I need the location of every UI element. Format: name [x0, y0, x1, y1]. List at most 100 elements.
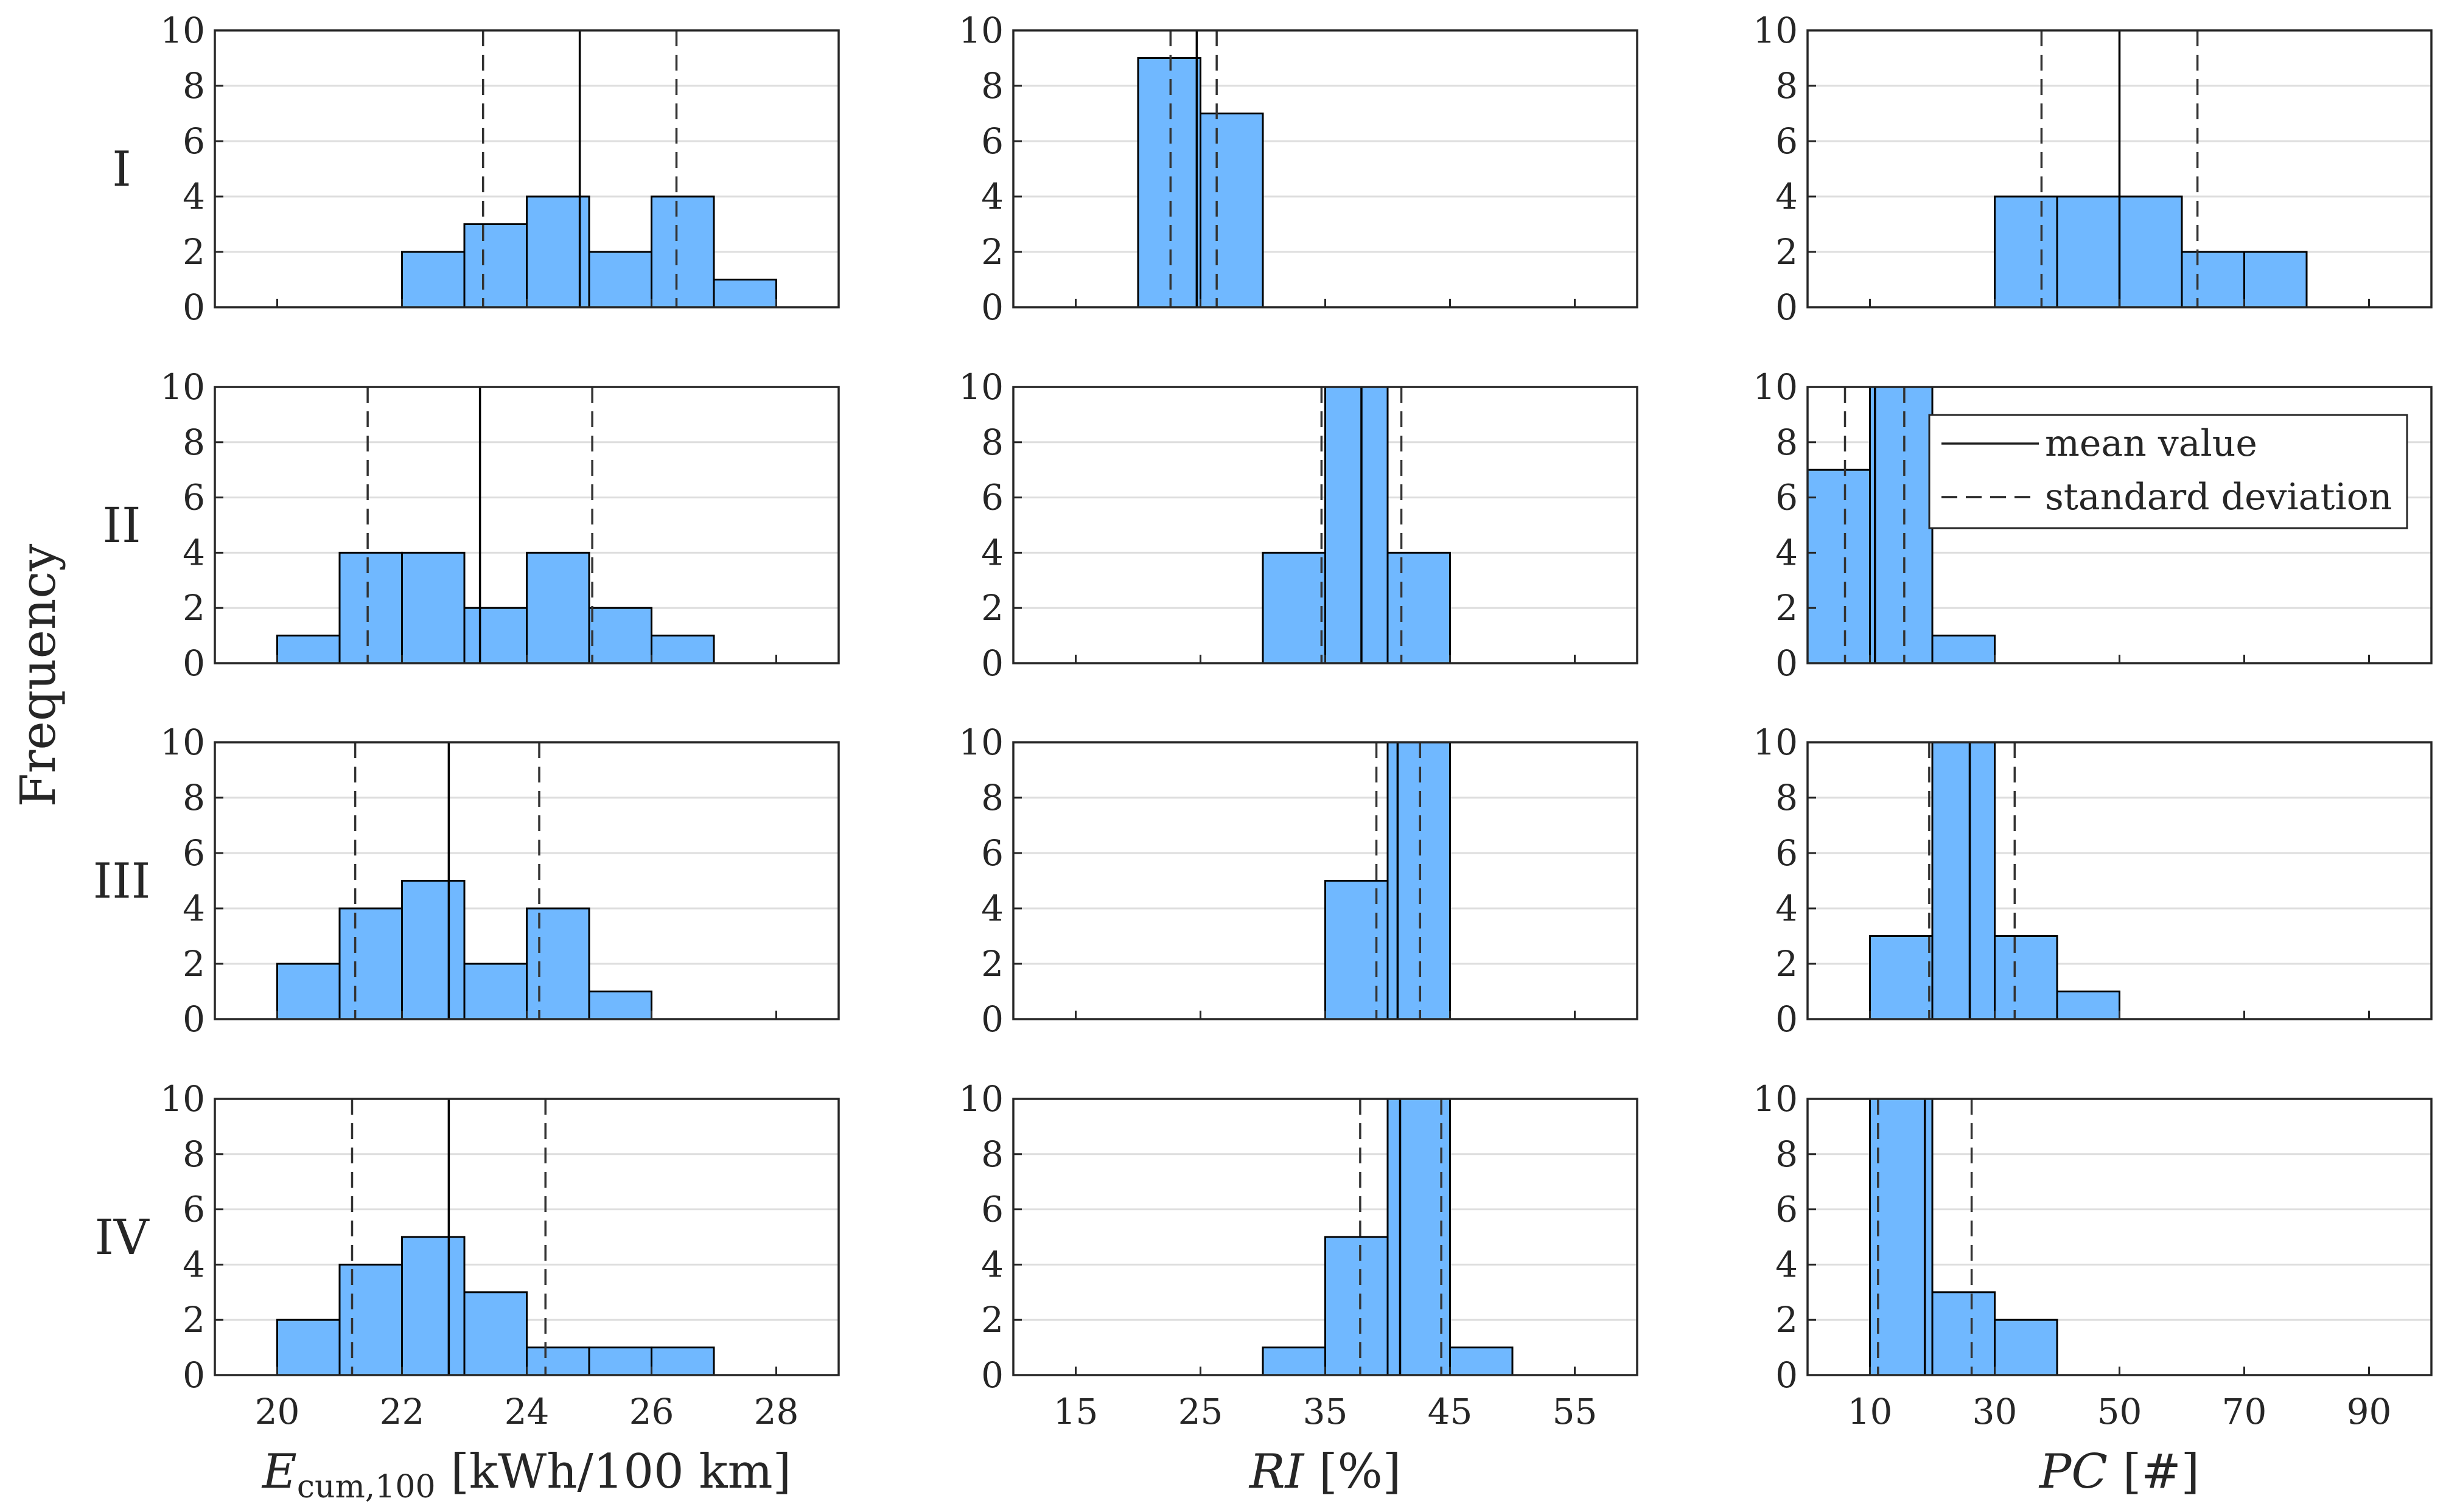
row-label: IV — [94, 1209, 150, 1266]
bar — [1869, 386, 1934, 664]
x-tick-label: 26 — [629, 1391, 674, 1432]
bar — [1449, 1347, 1514, 1376]
panel-III-2: 0 2 4 6 8 10 — [959, 722, 1638, 1040]
y-tick-label: 10 — [1753, 722, 1798, 763]
bar — [1386, 551, 1451, 664]
y-tick-label: 2 — [981, 587, 1004, 629]
y-tick-label: 8 — [981, 65, 1004, 106]
y-tick-label: 6 — [1775, 832, 1798, 874]
bar — [1931, 1291, 1996, 1376]
row-label: II — [102, 497, 141, 554]
panel-IV-3: 0 2 4 6 8 10 10 30 50 70 90 — [1753, 1078, 2433, 1432]
bar — [1324, 1236, 1389, 1376]
panel-II-2: 0 2 4 6 8 10 — [959, 366, 1638, 684]
y-tick-label: 8 — [981, 422, 1004, 463]
x-tick-label: 70 — [2222, 1391, 2267, 1432]
bar — [276, 635, 341, 664]
x-tick-label: 24 — [505, 1391, 550, 1432]
y-tick-label: 8 — [183, 65, 205, 106]
bar — [1262, 1347, 1326, 1376]
y-tick-label: 8 — [183, 777, 205, 818]
y-tick-label: 10 — [959, 722, 1004, 763]
y-tick-label: 8 — [183, 1134, 205, 1175]
panel-I-1: 0 2 4 6 8 10 I — [112, 10, 840, 328]
x-axis-label-sub: cum,100 — [297, 1469, 436, 1505]
bar — [1324, 880, 1389, 1020]
x-tick-label: 45 — [1428, 1391, 1473, 1432]
row-label: III — [93, 853, 151, 910]
y-tick-label: 6 — [183, 120, 205, 162]
x-axis-label-main: RI — [1248, 1444, 1305, 1499]
x-tick-label: 35 — [1303, 1391, 1348, 1432]
bar — [2243, 251, 2308, 308]
y-tick-label: 8 — [1775, 777, 1798, 818]
bar — [1931, 635, 1996, 664]
y-tick-label: 2 — [981, 231, 1004, 273]
bar — [401, 551, 466, 664]
x-axis-label-unit: [kWh/100 km] — [436, 1444, 792, 1499]
bar — [2056, 991, 2120, 1020]
y-tick-label: 4 — [183, 532, 205, 573]
bar — [1324, 386, 1389, 664]
y-tick-label: 10 — [1753, 10, 1798, 51]
bar — [588, 251, 652, 308]
bar — [276, 1319, 341, 1376]
bar — [338, 551, 403, 664]
bar — [463, 223, 528, 308]
x-tick-label: 22 — [380, 1391, 425, 1432]
y-tick-label: 4 — [981, 888, 1004, 929]
y-axis-label: Frequency — [10, 544, 66, 807]
y-tick-label: 0 — [183, 287, 205, 328]
y-tick-label: 6 — [981, 1189, 1004, 1230]
y-tick-label: 0 — [1775, 998, 1798, 1040]
y-tick-label: 2 — [1775, 943, 1798, 984]
x-axis-label: Ecum,100 [kWh/100 km] — [261, 1444, 791, 1505]
bar — [1200, 113, 1264, 308]
y-tick-label: 8 — [1775, 1134, 1798, 1175]
y-tick-label: 6 — [1775, 477, 1798, 518]
panel-I-3: 0 2 4 6 8 10 — [1753, 10, 2433, 328]
x-axis-label-main: E — [261, 1444, 297, 1499]
bar — [2119, 195, 2183, 308]
bar — [1931, 741, 1996, 1020]
y-tick-label: 4 — [1775, 888, 1798, 929]
y-tick-label: 8 — [1775, 422, 1798, 463]
y-tick-label: 4 — [981, 176, 1004, 217]
y-tick-label: 4 — [1775, 1244, 1798, 1285]
legend-entry-label: mean value — [2045, 422, 2257, 465]
x-axis-label-main: PC — [2038, 1444, 2108, 1499]
y-tick-label: 0 — [1775, 287, 1798, 328]
y-tick-label: 6 — [183, 477, 205, 518]
y-tick-label: 4 — [1775, 532, 1798, 573]
y-tick-label: 10 — [160, 10, 205, 51]
panel-I-2: 0 2 4 6 8 10 — [959, 10, 1638, 328]
bar — [1994, 1319, 2058, 1376]
x-tick-label: 10 — [1848, 1391, 1893, 1432]
y-tick-label: 6 — [1775, 120, 1798, 162]
y-tick-label: 2 — [1775, 1299, 1798, 1340]
x-tick-label: 28 — [754, 1391, 799, 1432]
bar — [651, 635, 715, 664]
bar — [338, 1263, 403, 1376]
bar — [1869, 935, 1934, 1020]
y-tick-label: 10 — [160, 722, 205, 763]
x-tick-label: 20 — [255, 1391, 300, 1432]
x-tick-label: 50 — [2097, 1391, 2142, 1432]
y-tick-label: 10 — [959, 366, 1004, 408]
y-tick-label: 0 — [981, 643, 1004, 684]
y-tick-label: 10 — [160, 366, 205, 408]
y-tick-label: 2 — [183, 587, 205, 629]
bar — [526, 551, 590, 664]
y-tick-label: 6 — [981, 120, 1004, 162]
bar — [1262, 551, 1326, 664]
x-tick-label: 30 — [1973, 1391, 2018, 1432]
y-tick-label: 0 — [1775, 643, 1798, 684]
bar — [463, 963, 528, 1020]
bar — [713, 279, 777, 308]
x-axis-label-unit: [%] — [1304, 1444, 1401, 1499]
x-tick-label: 55 — [1553, 1391, 1598, 1432]
bar — [1386, 1098, 1451, 1376]
bar — [588, 991, 652, 1020]
